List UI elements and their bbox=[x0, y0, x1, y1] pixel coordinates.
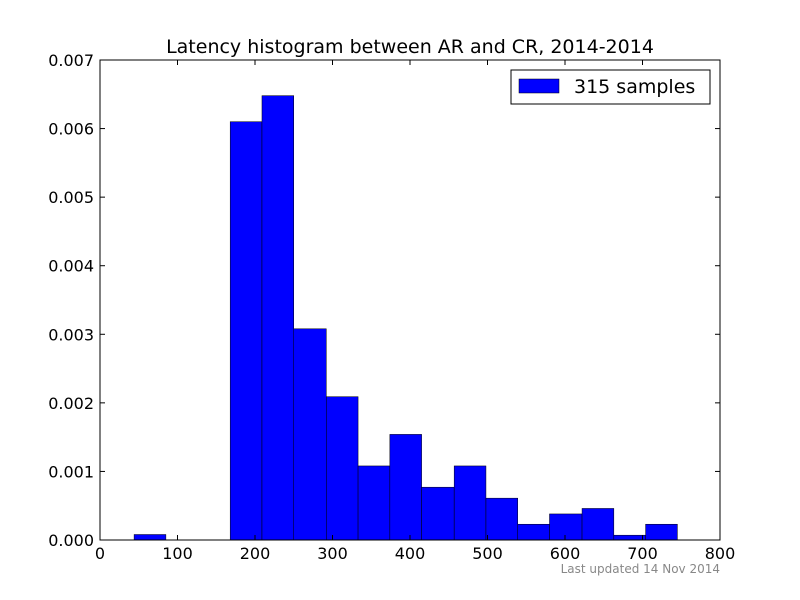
histogram-bar bbox=[229, 121, 263, 541]
x-tick-label: 200 bbox=[240, 544, 271, 563]
histogram-bar bbox=[613, 534, 646, 541]
y-tick-label: 0.004 bbox=[48, 257, 94, 276]
x-tick-label: 800 bbox=[705, 544, 736, 563]
x-tick-label: 600 bbox=[550, 544, 581, 563]
y-tick-label: 0.005 bbox=[48, 188, 94, 207]
x-tick-label: 400 bbox=[395, 544, 426, 563]
x-axis: 0 100 200 300 400 500 600 700 800 bbox=[95, 60, 735, 563]
histogram-bar bbox=[326, 396, 359, 541]
y-tick-label: 0.003 bbox=[48, 325, 94, 344]
histogram-bar bbox=[549, 513, 583, 541]
histogram-bar bbox=[357, 465, 391, 541]
histogram-bar bbox=[133, 534, 167, 541]
x-tick-label: 0 bbox=[95, 544, 105, 563]
x-tick-label: 500 bbox=[472, 544, 503, 563]
legend-label: 315 samples bbox=[574, 76, 695, 98]
histogram-bar bbox=[581, 508, 615, 541]
x-tick-label: 700 bbox=[627, 544, 658, 563]
last-updated-note: Last updated 14 Nov 2014 bbox=[560, 562, 720, 576]
y-tick-label: 0.000 bbox=[48, 531, 94, 550]
x-tick-label: 300 bbox=[317, 544, 348, 563]
y-axis: 0.000 0.001 0.002 0.003 0.004 0.005 0.006 0.007 bbox=[48, 51, 720, 550]
histogram-bar bbox=[485, 497, 518, 541]
histogram-bar bbox=[517, 523, 550, 541]
y-tick-label: 0.002 bbox=[48, 394, 94, 413]
histogram-bar bbox=[261, 95, 295, 541]
y-tick-label: 0.001 bbox=[48, 462, 94, 481]
y-tick-label: 0.006 bbox=[48, 120, 94, 139]
x-tick-label: 100 bbox=[162, 544, 193, 563]
histogram-bar bbox=[645, 523, 678, 541]
bar-group bbox=[133, 95, 678, 541]
legend-swatch bbox=[518, 78, 560, 94]
chart-title: Latency histogram between AR and CR, 201… bbox=[166, 36, 654, 58]
histogram-bar bbox=[389, 434, 422, 541]
legend: 315 samples bbox=[510, 69, 711, 105]
histogram-bar bbox=[421, 486, 455, 541]
y-tick-label: 0.007 bbox=[48, 51, 94, 70]
histogram-bar bbox=[453, 465, 487, 541]
histogram-bar bbox=[293, 328, 327, 541]
